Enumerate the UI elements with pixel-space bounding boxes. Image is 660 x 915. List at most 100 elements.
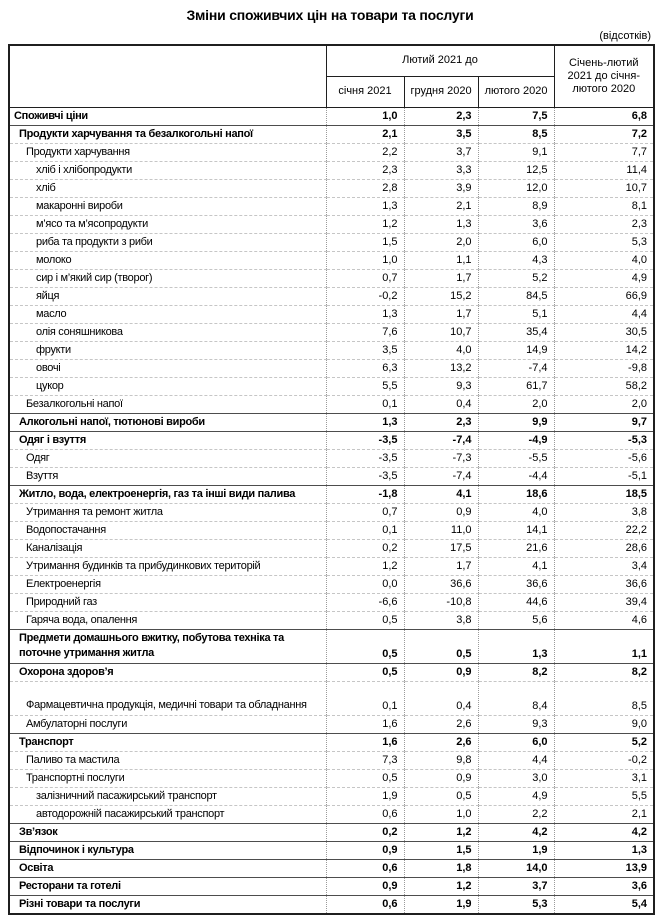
row-value: 5,2 <box>477 268 555 287</box>
row-value: 3,3 <box>403 160 478 179</box>
row-label: Одяг <box>9 448 326 467</box>
table-row: фрукти 3,5 4,0 14,9 14,2 <box>9 340 655 359</box>
row-label: Електроенергія <box>9 574 326 593</box>
table-row: Утримання та ремонт житла 0,7 0,9 4,0 3,8 <box>9 502 655 521</box>
row-value: 0,5 <box>403 628 478 663</box>
row-value: 2,3 <box>403 106 478 125</box>
row-label: Відпочинок і культура <box>9 840 326 859</box>
row-value: 2,8 <box>325 178 404 197</box>
stub-header-cell <box>8 44 327 108</box>
row-label: Паливо та мастила <box>9 750 326 769</box>
column-header-jan2021: січня 2021 <box>325 75 405 108</box>
row-value: 18,5 <box>553 484 655 503</box>
row-label: Споживчі ціни <box>9 106 326 125</box>
row-value: 14,1 <box>477 520 555 539</box>
row-value: 1,5 <box>325 232 404 251</box>
row-value: -7,4 <box>403 430 478 449</box>
table-row: Природний газ -6,6 -10,8 44,6 39,4 <box>9 592 655 611</box>
row-label: хліб <box>9 178 326 197</box>
row-value: 5,3 <box>477 894 555 914</box>
row-value: 2,1 <box>403 196 478 215</box>
row-label: Зв’язок <box>9 822 326 841</box>
table-row: Електроенергія 0,0 36,6 36,6 36,6 <box>9 574 655 593</box>
table-row: Водопостачання 0,1 11,0 14,1 22,2 <box>9 520 655 539</box>
row-label: Амбулаторні послуги <box>9 714 326 733</box>
table-row: Продукти харчування 2,2 3,7 9,1 7,7 <box>9 142 655 161</box>
row-value: 1,9 <box>325 786 404 805</box>
row-value: -9,8 <box>553 358 655 377</box>
row-value: 4,0 <box>553 250 655 269</box>
row-label: Охорона здоров’я <box>9 662 326 681</box>
row-label: Транспорт <box>9 732 326 751</box>
row-value: 3,6 <box>477 214 555 233</box>
period-group-header: Лютий 2021 до <box>325 44 555 77</box>
row-value: 0,1 <box>325 680 404 715</box>
row-value: 2,0 <box>553 394 655 413</box>
row-value: 0,2 <box>325 538 404 557</box>
row-value: 10,7 <box>553 178 655 197</box>
table-row: Амбулаторні послуги 1,6 2,6 9,3 9,0 <box>9 714 655 733</box>
row-value: 0,6 <box>325 804 404 823</box>
table-row: риба та продукти з риби 1,5 2,0 6,0 5,3 <box>9 232 655 251</box>
row-label: Безалкогольні напої <box>9 394 326 413</box>
row-value: 0,5 <box>325 662 404 681</box>
row-value: 0,2 <box>325 822 404 841</box>
row-value: 4,3 <box>477 250 555 269</box>
table-row: масло 1,3 1,7 5,1 4,4 <box>9 304 655 323</box>
row-value: 2,3 <box>403 412 478 431</box>
row-value: 9,0 <box>553 714 655 733</box>
row-value: -0,2 <box>553 750 655 769</box>
row-value: 0,6 <box>325 858 404 877</box>
row-value: 2,0 <box>403 232 478 251</box>
row-value: 15,2 <box>403 286 478 305</box>
table-row: Ресторани та готелі 0,9 1,2 3,7 3,6 <box>9 876 655 895</box>
row-value: 2,6 <box>403 714 478 733</box>
row-value: -3,5 <box>325 430 404 449</box>
row-value: 0,9 <box>325 840 404 859</box>
row-value: 4,0 <box>403 340 478 359</box>
table-row: Споживчі ціни 1,0 2,3 7,5 6,8 <box>9 106 655 125</box>
column-header-dec2020: грудня 2020 <box>403 75 479 108</box>
row-value: 36,6 <box>477 574 555 593</box>
row-value: 36,6 <box>403 574 478 593</box>
row-label: Житло, вода, електроенергія, газ та інші… <box>9 484 326 503</box>
row-value: 11,4 <box>553 160 655 179</box>
row-value: 0,6 <box>325 894 404 914</box>
row-value: -7,4 <box>477 358 555 377</box>
row-value: 1,5 <box>403 840 478 859</box>
row-label: автодорожній пасажирський транспорт <box>9 804 326 823</box>
row-value: 14,9 <box>477 340 555 359</box>
row-label: Різні товари та послуги <box>9 894 326 914</box>
row-label: залізничний пасажирський транспорт <box>9 786 326 805</box>
row-value: 4,6 <box>553 610 655 629</box>
row-value: 13,9 <box>553 858 655 877</box>
table-row: Предмети домашнього вжитку, побутова тех… <box>9 628 655 663</box>
row-value: 4,2 <box>553 822 655 841</box>
table-row: Утримання будинків та прибудинкових тери… <box>9 556 655 575</box>
table-row: Охорона здоров’я 0,5 0,9 8,2 8,2 <box>9 662 655 681</box>
row-value: 0,4 <box>403 680 478 715</box>
row-value: 7,3 <box>325 750 404 769</box>
row-value: 4,1 <box>403 484 478 503</box>
row-value: 12,0 <box>477 178 555 197</box>
table-row: Відпочинок і культура 0,9 1,5 1,9 1,3 <box>9 840 655 859</box>
row-value: 3,5 <box>403 124 478 143</box>
table-row: Одяг -3,5 -7,3 -5,5 -5,6 <box>9 448 655 467</box>
row-label: Гаряча вода, опалення <box>9 610 326 629</box>
row-label: хліб і хлібопродукти <box>9 160 326 179</box>
row-label: Продукти харчування <box>9 142 326 161</box>
row-value: 1,3 <box>553 840 655 859</box>
row-value: 22,2 <box>553 520 655 539</box>
table-row: Освіта 0,6 1,8 14,0 13,9 <box>9 858 655 877</box>
row-value: 6,3 <box>325 358 404 377</box>
row-value: 1,2 <box>325 214 404 233</box>
row-value: 17,5 <box>403 538 478 557</box>
row-value: 2,3 <box>325 160 404 179</box>
row-value: 6,0 <box>477 232 555 251</box>
page-title: Зміни споживчих цін на товари та послуги <box>186 7 474 23</box>
row-value: 8,2 <box>477 662 555 681</box>
row-value: 3,7 <box>403 142 478 161</box>
row-value: 4,1 <box>477 556 555 575</box>
row-value: 1,3 <box>325 196 404 215</box>
row-label: цукор <box>9 376 326 395</box>
